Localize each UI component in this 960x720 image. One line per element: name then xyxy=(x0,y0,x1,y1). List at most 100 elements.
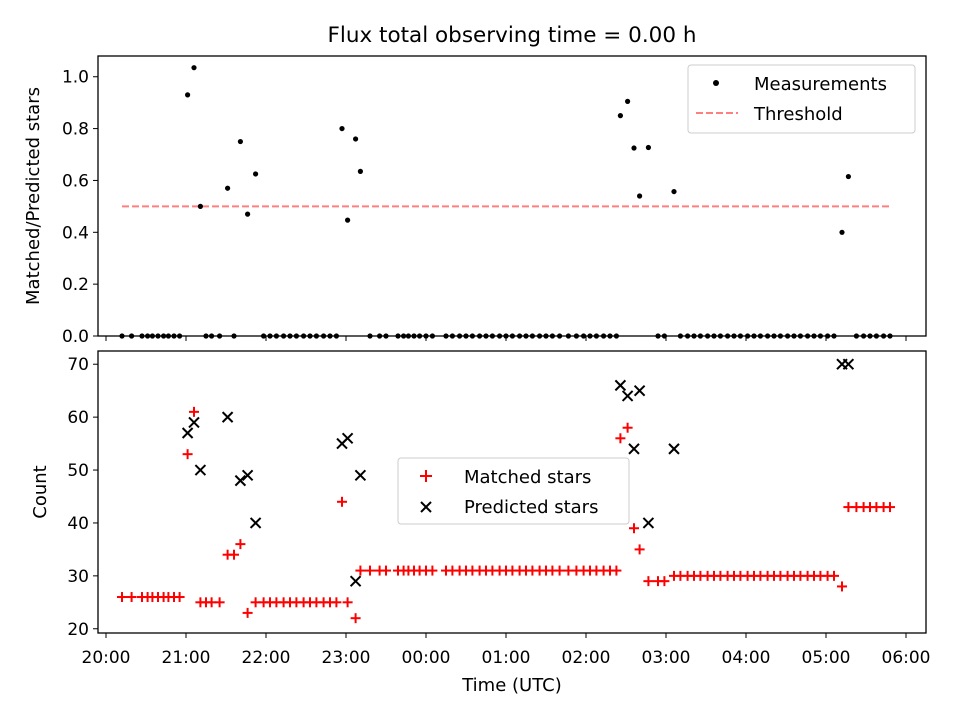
measurement-point xyxy=(645,144,652,151)
measurement-point xyxy=(339,125,345,132)
bottom-legend: Matched stars Predicted stars xyxy=(397,457,630,525)
matched-star-point xyxy=(350,613,361,624)
matched-star-point xyxy=(885,502,895,513)
predicted-star-point xyxy=(349,575,362,587)
top-axes-frame xyxy=(97,55,927,337)
matched-star-point xyxy=(829,570,839,581)
matched-star-point xyxy=(643,576,654,587)
matched-star-point xyxy=(229,549,239,560)
predicted-star-point xyxy=(642,517,655,529)
bottom-x-tick-label: 00:00 xyxy=(402,648,451,668)
legend-predicted-marker xyxy=(420,501,432,513)
measurement-point xyxy=(637,193,643,199)
bottom-x-tick-label: 06:00 xyxy=(882,648,931,668)
matched-star-point xyxy=(381,565,391,576)
bottom-x-axis-label: Time (UTC) xyxy=(461,675,562,696)
matched-star-point xyxy=(615,433,626,444)
matched-star-point xyxy=(342,597,353,608)
matched-star-point xyxy=(365,565,375,576)
predicted-star-point xyxy=(234,474,247,487)
matched-star-point xyxy=(117,592,127,603)
legend-measurements-label: Measurements xyxy=(754,74,887,95)
measurement-point xyxy=(345,217,351,223)
bottom-y-tick-label: 40 xyxy=(67,514,89,534)
bottom-marks xyxy=(117,358,895,624)
legend-matched-marker xyxy=(420,470,432,482)
matched-star-point xyxy=(174,592,185,603)
bottom-plot-area: 20 30 40 50 60 70 20:00 21:00 22:00 23:00 00:00 01… xyxy=(67,350,931,668)
bottom-x-tick-label: 22:00 xyxy=(242,648,291,668)
predicted-star-point xyxy=(341,432,354,445)
measurement-point xyxy=(245,211,251,217)
bottom-y-tick-label: 50 xyxy=(67,461,89,481)
bottom-x-tick-label: 20:00 xyxy=(82,648,131,668)
matched-star-point xyxy=(331,597,342,608)
bottom-x-ticks: 20:00 21:00 22:00 23:00 00:00 01:00 02:00 03:00… xyxy=(82,633,931,668)
measurement-point xyxy=(617,113,624,119)
matched-star-point xyxy=(242,607,253,618)
matched-star-point xyxy=(126,592,137,603)
predicted-star-point xyxy=(628,443,640,455)
bottom-y-tick-label: 60 xyxy=(67,408,89,428)
measurement-point xyxy=(845,173,852,180)
legend-predicted-label: Predicted stars xyxy=(464,497,598,518)
matched-star-point xyxy=(629,523,639,534)
matched-star-point xyxy=(837,581,847,592)
top-y-tick-label: 0.6 xyxy=(62,171,89,191)
predicted-star-point xyxy=(221,411,234,423)
matched-star-point xyxy=(189,406,199,417)
bottom-x-tick-label: 05:00 xyxy=(802,648,851,668)
matched-star-point xyxy=(355,565,366,576)
top-y-tick-label: 0.2 xyxy=(62,275,89,295)
top-y-tick-label: 1.0 xyxy=(62,68,89,88)
matched-star-point xyxy=(659,576,670,587)
measurement-point xyxy=(353,136,359,142)
measurement-point xyxy=(839,229,845,235)
bottom-y-ticks: 20 30 40 50 60 70 xyxy=(67,355,98,640)
bottom-y-axis-label: Count xyxy=(30,465,51,518)
legend-matched-label: Matched stars xyxy=(464,467,591,488)
matched-star-point xyxy=(214,597,225,608)
top-plot-area: 0.0 0.2 0.4 0.6 0.8 1.0 xyxy=(62,55,927,347)
bottom-x-tick-label: 23:00 xyxy=(322,648,371,668)
predicted-star-point xyxy=(354,469,367,482)
predicted-star-point xyxy=(842,358,855,370)
top-legend: Measurements Threshold xyxy=(687,64,916,134)
bottom-x-tick-label: 03:00 xyxy=(642,648,691,668)
bottom-y-tick-label: 20 xyxy=(67,620,89,640)
bottom-y-tick-label: 70 xyxy=(67,355,89,375)
legend-threshold-label: Threshold xyxy=(753,104,843,125)
predicted-star-point xyxy=(633,384,646,397)
top-y-axis-label: Matched/Predicted stars xyxy=(23,87,44,305)
top-y-tick-label: 0.4 xyxy=(62,223,89,243)
predicted-star-point xyxy=(668,443,680,455)
bottom-x-tick-label: 21:00 xyxy=(162,648,211,668)
top-chart-title: Flux total observing time = 0.00 h xyxy=(328,23,697,48)
measurement-point xyxy=(625,98,631,104)
matched-star-point xyxy=(634,544,645,555)
top-marks xyxy=(119,65,893,339)
top-x-ticks xyxy=(105,336,907,341)
measurement-point xyxy=(185,92,191,98)
legend-measurements-marker xyxy=(713,80,719,86)
predicted-star-point xyxy=(614,379,627,392)
matched-star-point xyxy=(235,539,246,550)
bottom-axes-frame xyxy=(97,350,927,634)
predicted-star-point xyxy=(194,464,207,476)
top-y-tick-label: 0.8 xyxy=(62,120,89,140)
top-y-tick-label: 0.0 xyxy=(62,327,89,347)
bottom-x-tick-label: 04:00 xyxy=(722,648,771,668)
predicted-star-point xyxy=(188,416,200,429)
matched-star-point xyxy=(611,565,622,576)
top-y-ticks: 0.0 0.2 0.4 0.6 0.8 1.0 xyxy=(62,68,98,347)
matched-star-point xyxy=(337,496,347,507)
predicted-star-point xyxy=(621,390,634,402)
predicted-star-point xyxy=(241,469,254,482)
measurement-point xyxy=(191,65,197,71)
predicted-star-point xyxy=(249,517,262,529)
matched-star-point xyxy=(182,449,193,460)
bottom-x-tick-label: 01:00 xyxy=(482,648,531,668)
measurement-point xyxy=(225,185,231,191)
measurement-point xyxy=(357,168,363,174)
